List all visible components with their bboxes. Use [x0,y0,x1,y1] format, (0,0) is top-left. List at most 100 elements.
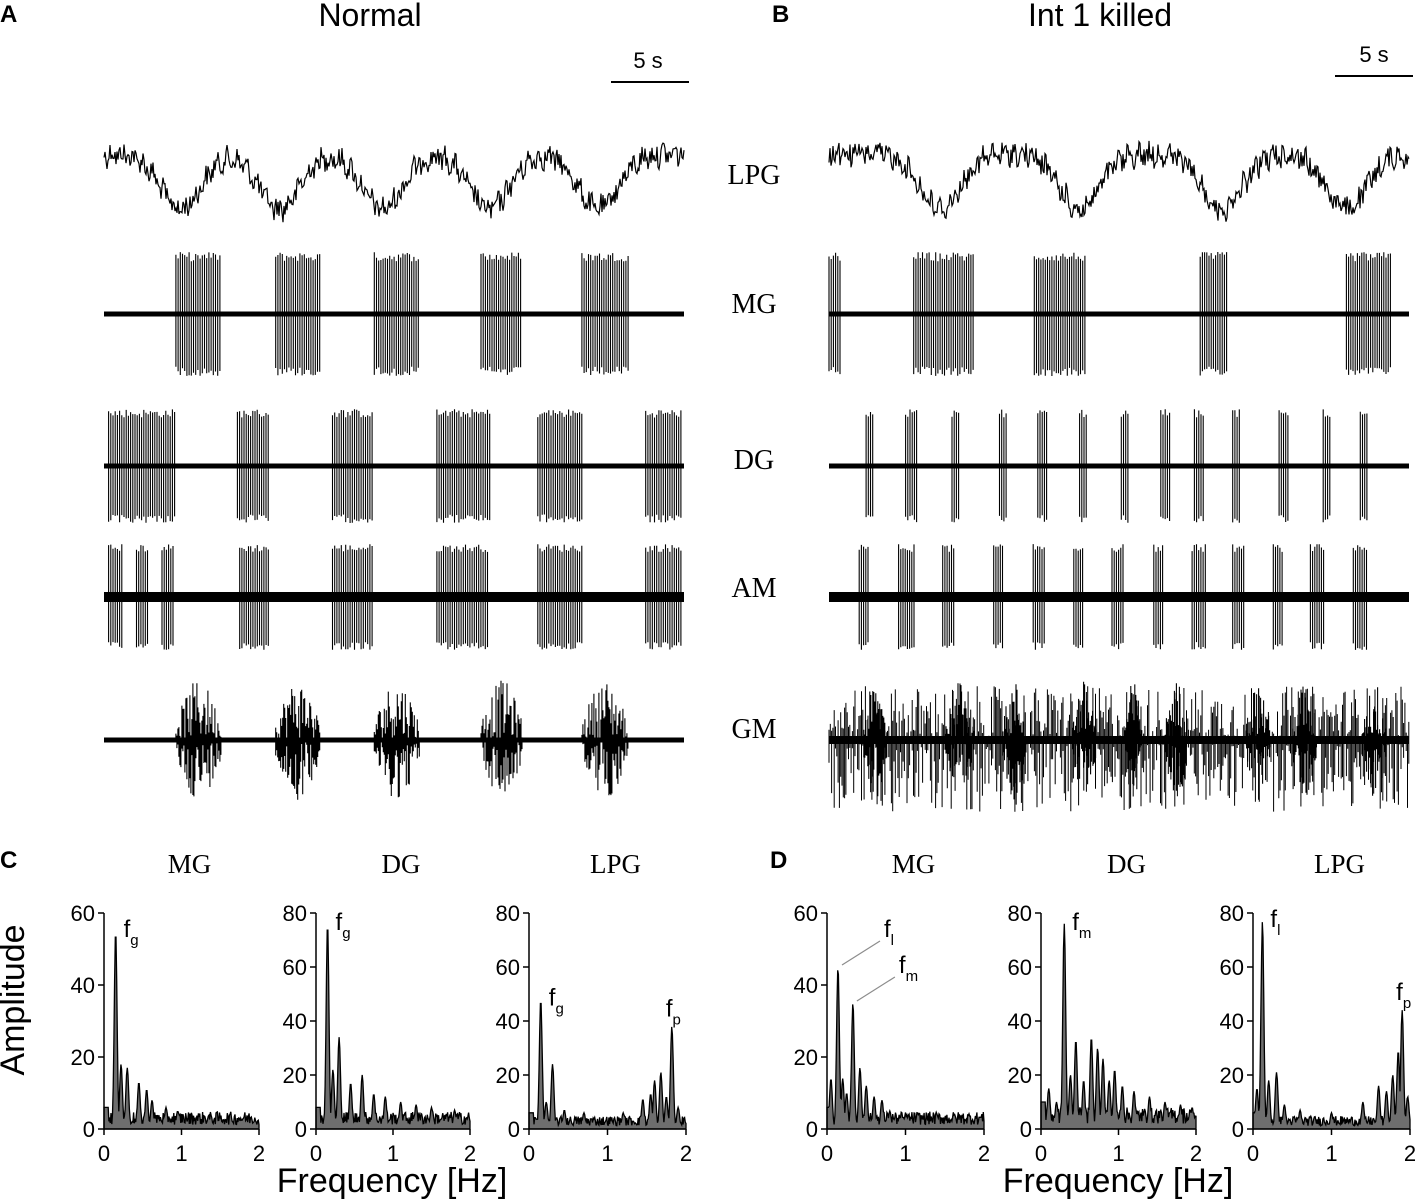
annotation-fl: fl [884,916,894,949]
trace-a-gm-burst-3 [480,680,523,792]
trace-b-mg-burst-0 [828,252,841,375]
trace-a-am-baseline [104,592,684,602]
panel-letter-c: C [0,847,17,874]
trace-b-am-burst-12 [1352,545,1368,650]
trace-b-mg-burst-4 [1345,252,1391,375]
spectrum-c-lpg: LPG 0 20 40 60 80 0 1 2 fg fp [496,849,693,1166]
y-tick-label: 20 [794,1045,818,1070]
spectrum-area [103,936,260,1130]
scale-bar-a-label: 5 s [633,48,662,73]
trace-b-mg-burst-1 [913,252,974,376]
trace-b-mg-burst-2 [1033,252,1086,376]
panel-letter-a: A [0,1,17,28]
spectrum-title: DG [382,849,421,879]
trace-a-gm-burst-4 [581,684,629,796]
trace-b-dg-burst-8 [1193,409,1204,523]
trace-b-dg-burst-0 [865,412,874,518]
y-tick-label: 40 [496,1009,520,1034]
trace-b-am-burst-10 [1272,544,1283,650]
y-tick-label: 80 [1220,901,1244,926]
panel-letter-d: D [770,847,787,874]
y-tick-label: 40 [1220,1009,1244,1034]
spectrum-title: MG [168,849,212,879]
x-axis-label-d: Frequency [Hz] [1003,1162,1234,1200]
y-tick-label: 20 [71,1045,95,1070]
trace-a-mg-burst-0 [175,252,221,376]
y-tick-label: 20 [1220,1063,1244,1088]
y-tick-label: 60 [1008,955,1032,980]
y-tick-label: 0 [806,1117,818,1142]
y-tick-label: 0 [83,1117,95,1142]
y-tick-label: 40 [1008,1009,1032,1034]
annotation-fg: fg [336,909,351,942]
annotation-fl: fl [1270,906,1280,939]
trace-label-dg: DG [734,445,774,476]
trace-a-gm-burst-2 [373,691,420,798]
trace-b-am-burst-9 [1232,544,1245,650]
trace-label-mg: MG [731,289,776,320]
panel-title-int1-killed: Int 1 killed [1028,0,1172,33]
annotation-leader [856,976,896,1002]
trace-b-dg-burst-6 [1120,410,1129,523]
y-tick-label: 20 [496,1063,520,1088]
y-tick-label: 0 [508,1117,520,1142]
y-tick-label: 60 [283,955,307,980]
x-tick-label: 2 [253,1141,265,1166]
y-tick-label: 80 [1008,901,1032,926]
x-tick-label: 0 [98,1141,110,1166]
trace-b-am-burst-4 [1032,544,1045,650]
trace-a-am-burst-5 [436,544,489,650]
trace-b-dg-burst-4 [1037,410,1048,522]
annotation-fg: fg [124,916,139,949]
x-axis-label-c: Frequency [Hz] [277,1162,508,1200]
trace-b-dg-burst-9 [1232,409,1240,523]
x-tick-label: 2 [680,1141,692,1166]
spectrum-title: LPG [1314,849,1365,879]
trace-a-mg-burst-4 [581,253,629,375]
traces-panel-a [103,142,685,800]
scale-bar-b-label: 5 s [1359,42,1388,67]
trace-a-lpg [103,142,685,223]
y-tick-label: 60 [496,955,520,980]
trace-a-dg-burst-0 [108,409,176,523]
y-tick-label: 40 [71,973,95,998]
y-tick-label: 80 [283,901,307,926]
y-tick-label: 40 [283,1009,307,1034]
spectrum-c-mg: MG 0 20 40 60 0 1 2 fg [71,849,266,1166]
y-tick-label: 0 [295,1117,307,1142]
trace-b-dg-burst-5 [1079,409,1087,523]
spectrum-title: MG [892,849,936,879]
trace-b-dg-burst-10 [1278,410,1289,522]
trace-b-am-burst-3 [993,544,1004,649]
trace-b-dg-burst-12 [1359,411,1368,521]
trace-b-dg-baseline [829,463,1409,469]
spectrum-area [1040,923,1197,1130]
y-tick-label: 0 [1232,1117,1244,1142]
y-tick-label: 60 [794,901,818,926]
x-tick-label: 0 [1247,1141,1259,1166]
trace-b-dg-burst-11 [1322,409,1331,523]
trace-a-am-burst-0 [108,544,123,648]
x-tick-label: 1 [899,1141,911,1166]
trace-a-am-burst-6 [537,544,583,650]
trace-a-am-burst-1 [135,545,149,648]
x-tick-label: 0 [821,1141,833,1166]
y-tick-label: 60 [71,901,95,926]
trace-a-mg-burst-1 [275,252,321,376]
spectrum-area [826,970,985,1130]
x-tick-label: 0 [1035,1141,1047,1166]
trace-b-am-burst-5 [1073,548,1084,649]
spectrum-area [315,929,471,1130]
trace-b-am-burst-11 [1309,544,1325,650]
trace-a-mg-burst-2 [373,252,419,376]
trace-b-am-burst-7 [1153,544,1164,650]
x-tick-label: 2 [1190,1141,1202,1166]
trace-a-dg-burst-1 [236,409,269,523]
trace-b-am-burst-2 [942,544,955,648]
trace-a-dg-burst-3 [436,409,491,523]
y-tick-label: 40 [794,973,818,998]
trace-b-dg-burst-1 [905,409,918,523]
y-tick-label: 20 [283,1063,307,1088]
trace-b-mg-burst-3 [1199,252,1228,376]
